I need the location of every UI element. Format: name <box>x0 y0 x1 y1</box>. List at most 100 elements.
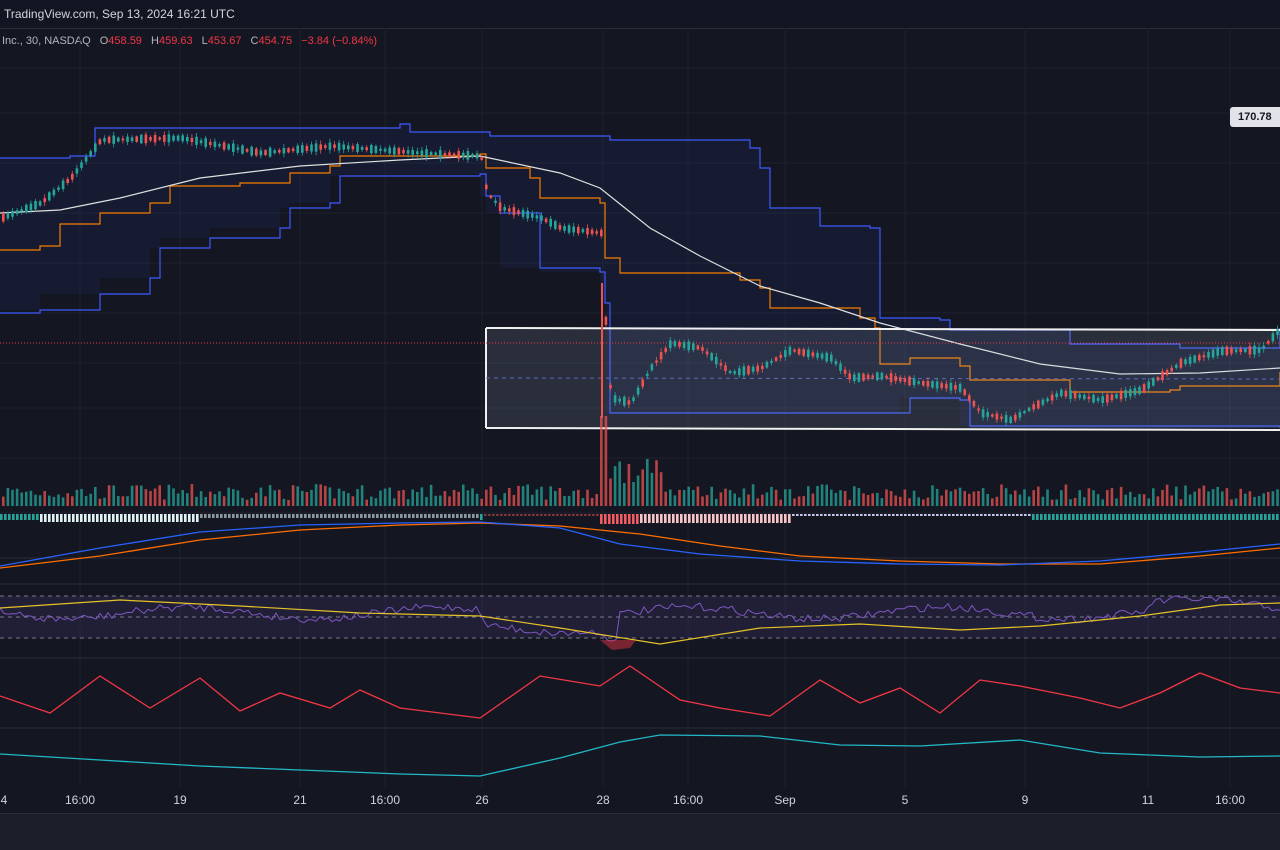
x-tick-label: 11 <box>1141 793 1155 807</box>
histogram-bar <box>360 514 363 518</box>
histogram-bar <box>836 514 839 516</box>
x-tick-label: 4 <box>0 793 8 807</box>
histogram-bar <box>436 514 439 518</box>
candle <box>954 385 957 390</box>
volume-bar <box>1198 488 1201 506</box>
histogram-bar <box>196 514 199 522</box>
high-value: 459.63 <box>158 35 193 47</box>
candle <box>209 141 212 146</box>
volume-bar <box>503 493 506 506</box>
candle <box>429 151 433 156</box>
histogram-bar <box>700 514 703 523</box>
histogram-bar <box>776 514 779 523</box>
oscillator-2-line <box>0 734 1280 777</box>
histogram-bar <box>1236 514 1239 520</box>
histogram-bar <box>476 514 479 518</box>
histogram-bar <box>392 514 395 518</box>
candle <box>1060 389 1063 397</box>
histogram-bar <box>812 514 815 516</box>
volume-bar <box>843 491 847 506</box>
histogram-bar <box>1172 514 1175 520</box>
candle <box>765 361 769 368</box>
volume-bar <box>452 489 456 506</box>
volume-bar <box>2 496 5 506</box>
candle <box>1165 370 1169 376</box>
volume-bar <box>425 496 428 506</box>
candle <box>742 366 746 376</box>
volume-bar <box>664 491 667 506</box>
candle <box>1198 354 1201 361</box>
volume-bar <box>926 497 930 506</box>
candle <box>167 134 171 143</box>
candle <box>457 151 460 159</box>
histogram-bar <box>1260 514 1263 520</box>
volume-bar <box>558 487 562 506</box>
histogram-bar <box>800 514 803 516</box>
candle <box>577 227 580 234</box>
histogram-bar <box>756 514 759 523</box>
volume-bar <box>1041 496 1045 506</box>
histogram-bar <box>172 514 175 522</box>
volume-bar <box>121 496 125 506</box>
histogram-bar <box>504 514 507 516</box>
candle <box>862 373 865 381</box>
volume-bar <box>1152 488 1155 506</box>
volume-bar <box>471 488 474 506</box>
candle <box>705 351 709 355</box>
candle <box>365 147 368 151</box>
volume-bar <box>728 490 732 506</box>
volume-bar <box>324 485 327 506</box>
candle <box>416 151 419 155</box>
candle <box>199 140 203 144</box>
candle <box>963 389 966 396</box>
histogram-bar <box>548 514 551 516</box>
histogram-bar <box>1240 514 1243 520</box>
histogram-bar <box>408 514 411 518</box>
volume-bar <box>393 498 396 506</box>
candle <box>880 372 884 380</box>
signal-line <box>0 522 1280 569</box>
volume-bar <box>540 486 543 506</box>
volume-bar <box>11 489 14 506</box>
candle <box>66 179 69 183</box>
candle <box>324 145 327 148</box>
histogram-bar <box>684 514 687 523</box>
histogram-bar <box>404 514 407 518</box>
histogram-bar <box>372 514 375 518</box>
volume-bar <box>475 493 479 506</box>
volume-bar <box>1211 489 1215 506</box>
oscillator-1-line <box>0 665 1280 719</box>
volume-bar <box>572 490 575 506</box>
histogram-bar <box>324 514 327 518</box>
histogram-bar <box>8 514 11 520</box>
histogram-bar <box>656 514 659 523</box>
histogram-bar <box>432 514 435 518</box>
histogram-bar <box>804 514 807 516</box>
candle <box>1087 396 1091 400</box>
volume-bar <box>227 487 230 506</box>
candle <box>48 192 51 201</box>
candle <box>1027 407 1031 412</box>
candle <box>972 401 976 407</box>
candle <box>1257 347 1261 353</box>
low-key: L <box>201 35 208 47</box>
histogram-bar <box>672 514 675 523</box>
volume-bar <box>1055 499 1058 506</box>
chart-canvas[interactable] <box>0 28 1280 787</box>
candle <box>259 150 263 156</box>
histogram-bar <box>160 514 163 522</box>
candle <box>517 210 520 215</box>
histogram-bar <box>728 514 731 523</box>
volume-bar <box>466 490 470 506</box>
histogram-bar <box>720 514 723 523</box>
candle <box>604 316 608 325</box>
candle <box>25 204 28 213</box>
histogram-bar <box>0 514 3 520</box>
volume-bar <box>29 490 33 506</box>
candle <box>1069 390 1072 399</box>
histogram-bar <box>1168 514 1171 520</box>
histogram-bar <box>44 514 47 522</box>
candle <box>153 134 157 143</box>
candle <box>558 224 562 230</box>
volume-bar <box>1092 490 1095 506</box>
